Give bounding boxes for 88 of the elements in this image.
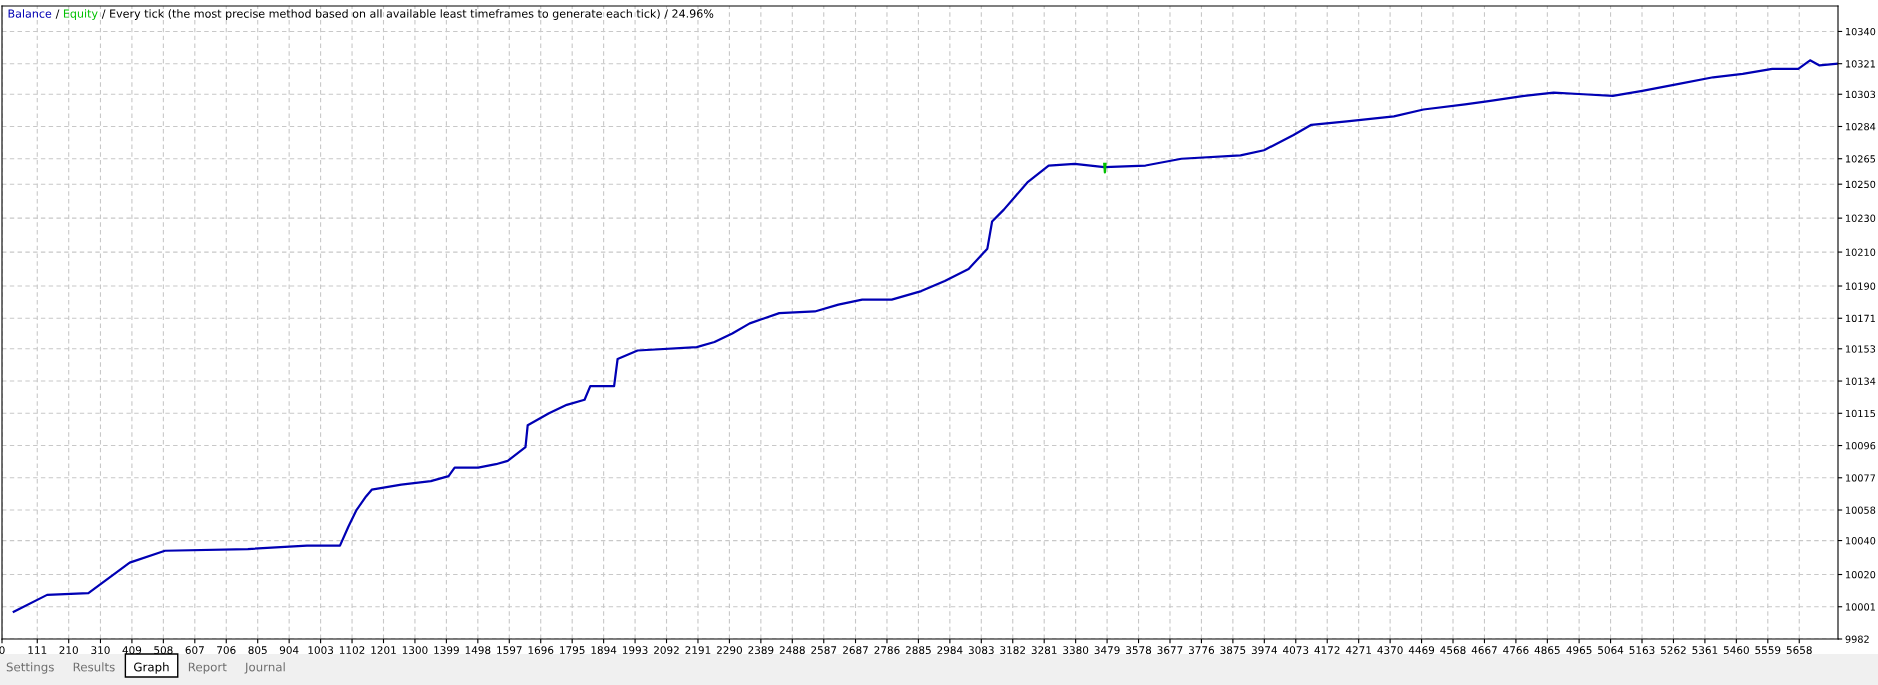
x-tick-label: 3677 [1157,646,1183,655]
x-tick-label: 1102 [339,646,365,655]
y-tick-label: 10321 [1846,60,1875,68]
x-tick-label: 4370 [1377,646,1403,655]
x-tick-label: 4667 [1471,646,1497,655]
x-tick-label: 310 [91,646,110,655]
y-tick-label: 9982 [1845,635,1869,643]
y-tick-label: 10284 [1846,122,1876,131]
x-tick-label: 2290 [716,646,742,655]
x-tick-label: 409 [122,646,142,655]
x-tick-label: 5361 [1692,646,1718,655]
x-tick-label: 4271 [1345,646,1371,654]
x-tick-label: 3083 [968,646,994,655]
x-tick-label: 1894 [591,646,617,655]
y-tick-label: 10171 [1846,314,1875,323]
x-tick-label: 4766 [1503,646,1529,655]
x-tick-label: 2984 [937,646,963,655]
y-tick-label: 10190 [1846,282,1876,290]
x-tick-label: 4568 [1440,646,1466,655]
y-tick-label: 10077 [1846,474,1876,482]
y-tick-label: 10001 [1846,603,1875,611]
x-tick-label: 4172 [1314,646,1340,654]
x-tick-label: 607 [185,646,204,655]
y-tick-label: 10210 [1846,248,1876,256]
x-tick-label: 904 [279,646,299,655]
chart-title: / Every tick (the most precise method based on all available least timeframes to generate each tick) / 24.96% [101,9,714,20]
x-tick-label: 1300 [402,646,428,655]
y-tick-label: 10115 [1846,409,1876,418]
y-tick-label: 10250 [1846,180,1876,189]
x-tick-label: 4965 [1566,646,1592,655]
x-tick-label: 3875 [1220,646,1246,655]
y-tick-label: 10134 [1846,377,1876,385]
y-tick-label: 10153 [1846,345,1876,353]
annotation: / [55,9,60,19]
x-tick-label: 4469 [1408,646,1435,655]
x-tick-label: 1399 [434,646,459,655]
x-tick-label: 5658 [1786,646,1812,655]
x-tick-label: 706 [217,646,236,655]
x-tick-label: 4073 [1283,646,1309,655]
text: Report [188,662,227,674]
x-tick-label: 3776 [1188,646,1215,655]
text: Journal [244,662,285,674]
y-tick-label: 10265 [1846,155,1876,163]
x-tick-label: 1696 [528,646,554,655]
x-tick-label: 5559 [1755,646,1781,655]
x-tick-label: 3182 [1000,646,1025,655]
text: Settings [6,662,54,674]
x-tick-label: 508 [154,646,173,655]
x-tick-label: 4865 [1534,646,1560,655]
x-tick-label: 3281 [1031,646,1057,655]
x-tick-label: 111 [28,646,47,654]
line-series [12,59,1838,613]
x-tick-label: 1993 [622,646,648,655]
y-tick-label: 10340 [1846,27,1876,36]
y-tick-label: 10020 [1846,570,1876,579]
x-tick-label: 1597 [497,646,522,655]
x-tick-label: 2885 [905,646,931,655]
x-tick-label: 210 [59,646,78,655]
x-tick-label: 2191 [685,646,711,655]
x-tick-label: 3380 [1063,646,1089,655]
text: Results [73,662,115,672]
x-tick-label: 2687 [843,646,868,655]
x-tick-label: 3479 [1094,646,1120,655]
x-tick-label: 1795 [560,646,585,655]
x-tick-label: 0 [0,646,5,655]
y-tick-label: 10096 [1846,442,1876,450]
y-tick-label: 10040 [1846,537,1876,545]
x-tick-label: 1498 [465,646,491,655]
y-tick-label: 10230 [1846,214,1876,222]
x-tick-label: 3578 [1126,646,1152,655]
y-tick-label: 10058 [1846,506,1876,514]
x-tick-label: 2587 [811,646,837,655]
x-tick-label: 2488 [779,646,805,655]
text: Graph [134,662,169,674]
x-tick-label: 5163 [1629,646,1655,655]
x-tick-label: 5460 [1723,646,1749,655]
y-tick-label: 10303 [1846,90,1876,99]
text: Balance [8,9,52,18]
x-tick-label: 5064 [1598,646,1624,655]
x-tick-label: 1201 [371,646,396,655]
x-tick-label: 805 [248,646,267,655]
x-tick-label: 2092 [654,646,679,655]
x-tick-label: 2389 [748,646,774,655]
x-tick-label: 2786 [874,646,900,655]
x-tick-label: 5262 [1661,646,1686,655]
text: Equity [63,9,98,20]
x-tick-label: 3974 [1251,646,1277,655]
x-tick-label: 1003 [308,646,334,655]
